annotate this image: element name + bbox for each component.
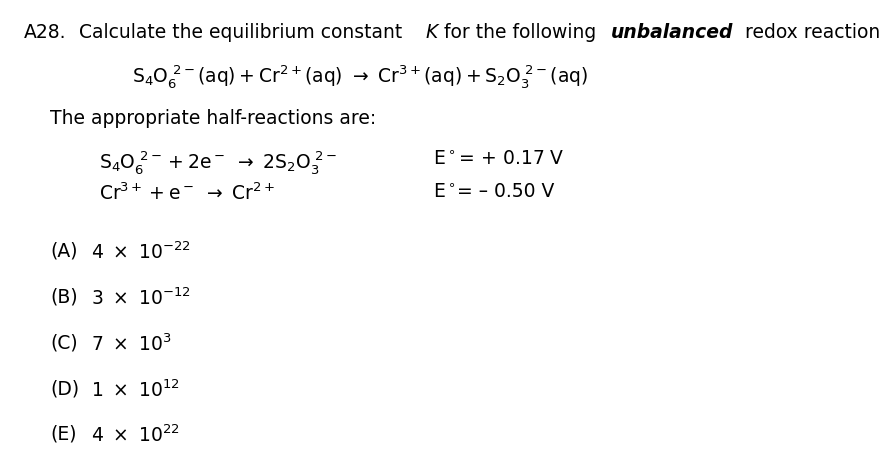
- Text: $\mathsf{4\ \times\ 10^{22}}$: $\mathsf{4\ \times\ 10^{22}}$: [91, 424, 180, 445]
- Text: Calculate the equilibrium constant: Calculate the equilibrium constant: [78, 23, 408, 42]
- Text: redox reaction: redox reaction: [739, 23, 881, 42]
- Text: (D): (D): [50, 378, 79, 397]
- Text: unbalanced: unbalanced: [611, 23, 733, 42]
- Text: (C): (C): [50, 333, 78, 351]
- Text: = – 0.50 V: = – 0.50 V: [457, 182, 555, 201]
- Text: (B): (B): [50, 287, 78, 306]
- Text: $\mathsf{E^\circ}$: $\mathsf{E^\circ}$: [433, 182, 456, 201]
- Text: $\mathsf{Cr^{3+} + e^- \ \rightarrow\ Cr^{2+}}$: $\mathsf{Cr^{3+} + e^- \ \rightarrow\ Cr…: [100, 182, 276, 203]
- Text: A28.: A28.: [24, 23, 67, 42]
- Text: (A): (A): [50, 241, 78, 260]
- Text: for the following: for the following: [438, 23, 603, 42]
- Text: (E): (E): [50, 424, 77, 443]
- Text: $\mathsf{4\ \times\ 10^{-22}}$: $\mathsf{4\ \times\ 10^{-22}}$: [91, 241, 190, 263]
- Text: K: K: [425, 23, 437, 42]
- Text: $\mathsf{S_4O_6^{\ 2-}(aq) + Cr^{2+}(aq)\ \rightarrow\ Cr^{3+}(aq) + S_2O_3^{\ 2: $\mathsf{S_4O_6^{\ 2-}(aq) + Cr^{2+}(aq)…: [132, 63, 589, 90]
- Text: $\mathsf{3\ \times\ 10^{-12}}$: $\mathsf{3\ \times\ 10^{-12}}$: [91, 287, 190, 308]
- Text: $\mathsf{7\ \times\ 10^{3}}$: $\mathsf{7\ \times\ 10^{3}}$: [91, 333, 172, 354]
- Text: $\mathsf{1\ \times\ 10^{12}}$: $\mathsf{1\ \times\ 10^{12}}$: [91, 378, 180, 400]
- Text: $\mathsf{S_4O_6^{\ 2-} + 2e^- \ \rightarrow\ 2S_2O_3^{\ 2-}}$: $\mathsf{S_4O_6^{\ 2-} + 2e^- \ \rightar…: [100, 148, 337, 175]
- Text: $\mathsf{E^\circ}$= + 0.17 V: $\mathsf{E^\circ}$= + 0.17 V: [433, 148, 565, 167]
- Text: The appropriate half-reactions are:: The appropriate half-reactions are:: [50, 108, 376, 127]
